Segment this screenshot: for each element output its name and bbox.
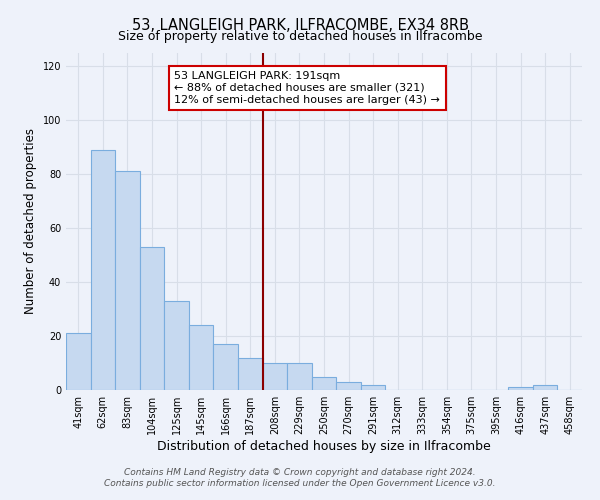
Bar bbox=[238, 358, 263, 390]
Bar bbox=[91, 150, 115, 390]
Text: Size of property relative to detached houses in Ilfracombe: Size of property relative to detached ho… bbox=[118, 30, 482, 43]
Bar bbox=[287, 363, 312, 390]
Bar bbox=[508, 388, 533, 390]
X-axis label: Distribution of detached houses by size in Ilfracombe: Distribution of detached houses by size … bbox=[157, 440, 491, 453]
Bar bbox=[66, 334, 91, 390]
Text: Contains HM Land Registry data © Crown copyright and database right 2024.
Contai: Contains HM Land Registry data © Crown c… bbox=[104, 468, 496, 487]
Bar bbox=[214, 344, 238, 390]
Bar bbox=[361, 384, 385, 390]
Bar bbox=[312, 376, 336, 390]
Text: 53, LANGLEIGH PARK, ILFRACOMBE, EX34 8RB: 53, LANGLEIGH PARK, ILFRACOMBE, EX34 8RB bbox=[131, 18, 469, 32]
Bar bbox=[164, 301, 189, 390]
Bar bbox=[336, 382, 361, 390]
Bar bbox=[263, 363, 287, 390]
Bar bbox=[533, 384, 557, 390]
Y-axis label: Number of detached properties: Number of detached properties bbox=[24, 128, 37, 314]
Bar bbox=[115, 172, 140, 390]
Bar bbox=[140, 247, 164, 390]
Bar bbox=[189, 325, 214, 390]
Text: 53 LANGLEIGH PARK: 191sqm
← 88% of detached houses are smaller (321)
12% of semi: 53 LANGLEIGH PARK: 191sqm ← 88% of detac… bbox=[174, 72, 440, 104]
